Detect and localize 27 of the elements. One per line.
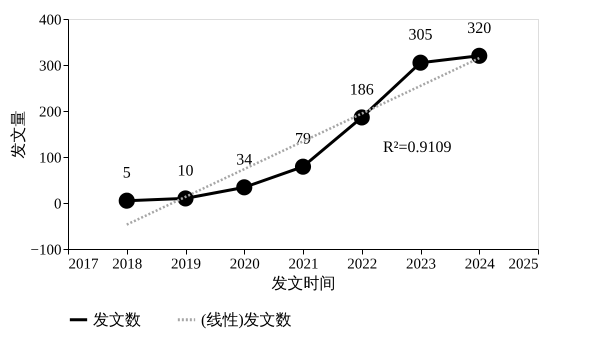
- legend-label: (线性)发文数: [201, 310, 292, 329]
- x-tick-label: 2022: [347, 256, 378, 272]
- x-tick-label: 2019: [171, 256, 201, 272]
- x-tick-label: 2017: [68, 256, 99, 272]
- y-tick-label: 300: [39, 58, 62, 74]
- x-tick-label: 2020: [230, 256, 260, 272]
- data-label: 5: [122, 164, 131, 182]
- data-label: 186: [350, 81, 374, 98]
- y-tick-label: 100: [39, 150, 62, 166]
- data-label: 79: [295, 130, 311, 148]
- x-tick-label: 2024: [464, 256, 496, 272]
- x-tick-label: 2021: [288, 256, 318, 272]
- x-tick-label: 2025: [508, 256, 538, 272]
- x-tick-label: 2018: [112, 256, 142, 272]
- data-label: 10: [178, 162, 194, 180]
- y-tick-label: −100: [30, 242, 62, 258]
- x-tick-label: 2023: [406, 256, 436, 272]
- y-tick-label: 200: [39, 104, 62, 120]
- data-label: 320: [467, 20, 492, 37]
- y-axis-title: 发文量: [10, 110, 28, 158]
- data-label: 34: [236, 151, 252, 168]
- y-tick-label: 400: [39, 12, 62, 28]
- data-label: 305: [408, 26, 432, 44]
- y-tick-label: 0: [54, 196, 62, 212]
- x-axis-title: 发文时间: [272, 274, 336, 292]
- annotation: R²=0.9109: [383, 139, 452, 156]
- legend-label: 发文数: [93, 310, 141, 329]
